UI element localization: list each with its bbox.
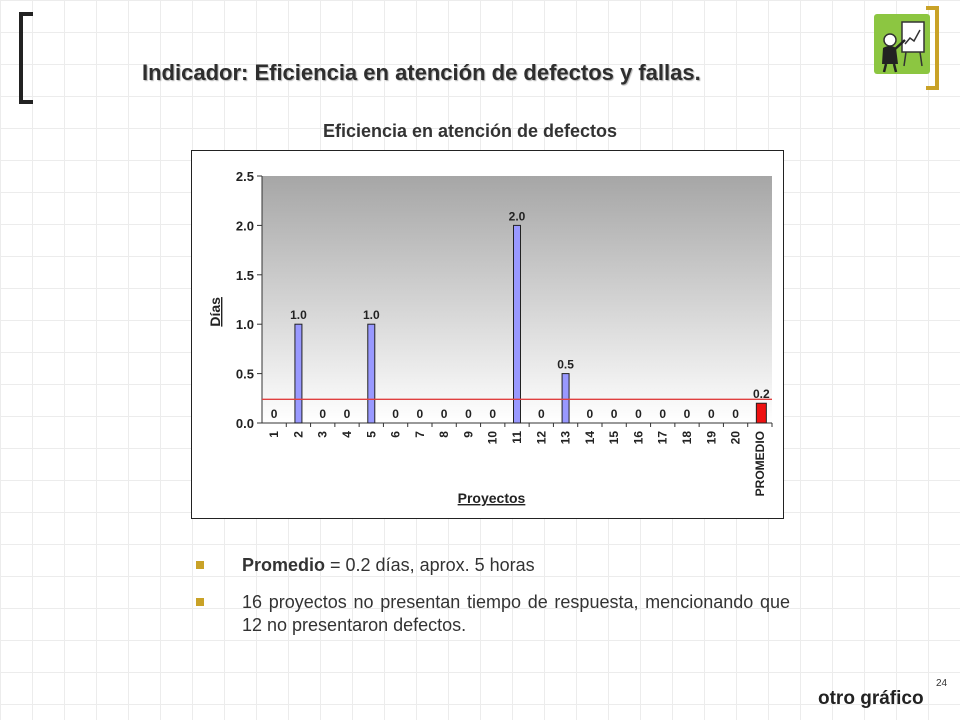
chart-title: Eficiencia en atención de defectos <box>322 121 618 141</box>
x-tick-label: 16 <box>631 431 645 445</box>
bullet-text: = 0.2 días, aprox. 5 horas <box>325 555 535 575</box>
bullet-list: Promedio = 0.2 días, aprox. 5 horas 16 p… <box>196 554 790 651</box>
x-tick-label: 8 <box>437 431 451 438</box>
data-label: 0 <box>465 407 472 421</box>
x-axis-label: Proyectos <box>458 490 526 506</box>
x-tick-label: 11 <box>510 431 524 444</box>
right-bracket-decoration <box>926 6 939 90</box>
bullet-marker <box>196 561 204 569</box>
data-label: 0 <box>611 407 618 421</box>
bar-chart: 0.0 0.5 1.0 1.5 2.0 2.5 1 2 3 4 5 6 7 8 9 10 11 12 13 14 15 1… <box>191 150 784 519</box>
bullet-text: 16 proyectos no presentan tiempo de resp… <box>242 592 790 635</box>
bar-13 <box>561 373 570 424</box>
bullet-item-average: Promedio = 0.2 días, aprox. 5 horas <box>196 554 790 577</box>
presenter-chart-icon <box>874 14 930 74</box>
left-bracket-decoration <box>19 12 33 104</box>
x-tick-label: 4 <box>340 431 354 438</box>
data-label: 0 <box>684 407 691 421</box>
data-label: 0 <box>635 407 642 421</box>
bullet-item-projects: 16 proyectos no presentan tiempo de resp… <box>196 591 790 637</box>
x-tick-label: 6 <box>389 431 403 438</box>
data-label: 0 <box>538 407 545 421</box>
y-tick-label: 2.5 <box>236 169 254 184</box>
chart-canvas: 0.00.51.01.52.02.51 2 3 4 5 6 7 8 9 10 11 12 13 14 15 1… <box>207 169 773 506</box>
data-label: 1.0 <box>290 308 307 322</box>
data-label: 1.0 <box>363 308 380 322</box>
x-tick-label: 2 <box>291 431 305 438</box>
x-tick-label: 1 <box>267 431 281 438</box>
bullet-bold-term: Promedio <box>242 555 326 575</box>
data-label: 0 <box>319 407 326 421</box>
data-label: 0 <box>417 407 424 421</box>
data-label: 0.5 <box>557 358 574 372</box>
x-tick-label: 19 <box>704 431 718 445</box>
y-tick-label: 1.5 <box>236 268 254 283</box>
x-tick-label: 9 <box>461 431 475 438</box>
y-tick-label: 0.5 <box>236 367 254 382</box>
data-label: 0 <box>659 407 666 421</box>
page-number: 24 <box>936 678 948 689</box>
x-tick-label: 15 <box>607 431 621 445</box>
y-tick-label: 0.0 <box>236 416 254 431</box>
y-tick-label: 2.0 <box>236 218 254 233</box>
data-label: 0 <box>392 407 399 421</box>
x-tick-label: 18 <box>680 431 694 445</box>
bullet-marker <box>196 598 204 606</box>
x-tick-label: 13 <box>559 431 573 445</box>
bar-11 <box>513 224 521 424</box>
x-tick-label: 10 <box>486 431 500 445</box>
data-label: 0 <box>344 407 351 421</box>
slide-title: Indicador: Eficiencia en atención de def… <box>142 60 701 85</box>
data-label: 0 <box>708 407 715 421</box>
data-label: 0 <box>587 407 594 421</box>
data-label: 0 <box>489 407 496 421</box>
bar-5 <box>367 323 376 424</box>
y-axis-label: Días <box>207 297 223 327</box>
data-label: 0.2 <box>753 387 770 401</box>
bar-2 <box>294 323 303 424</box>
data-label: 0 <box>271 407 278 421</box>
other-chart-link[interactable]: otro gráfico <box>818 688 924 709</box>
x-tick-label: PROMEDIO <box>753 431 767 496</box>
bar-promedio <box>755 402 767 424</box>
x-tick-label: 17 <box>656 431 670 445</box>
data-label: 0 <box>441 407 448 421</box>
x-tick-label: 7 <box>413 431 427 438</box>
x-tick-label: 3 <box>316 431 330 438</box>
y-tick-label: 1.0 <box>236 317 254 332</box>
data-label: 2.0 <box>509 209 526 223</box>
x-tick-label: 14 <box>583 431 597 445</box>
x-tick-label: 12 <box>534 431 548 445</box>
x-tick-label: 5 <box>364 431 378 438</box>
x-tick-label: 20 <box>729 431 743 445</box>
data-label: 0 <box>732 407 739 421</box>
